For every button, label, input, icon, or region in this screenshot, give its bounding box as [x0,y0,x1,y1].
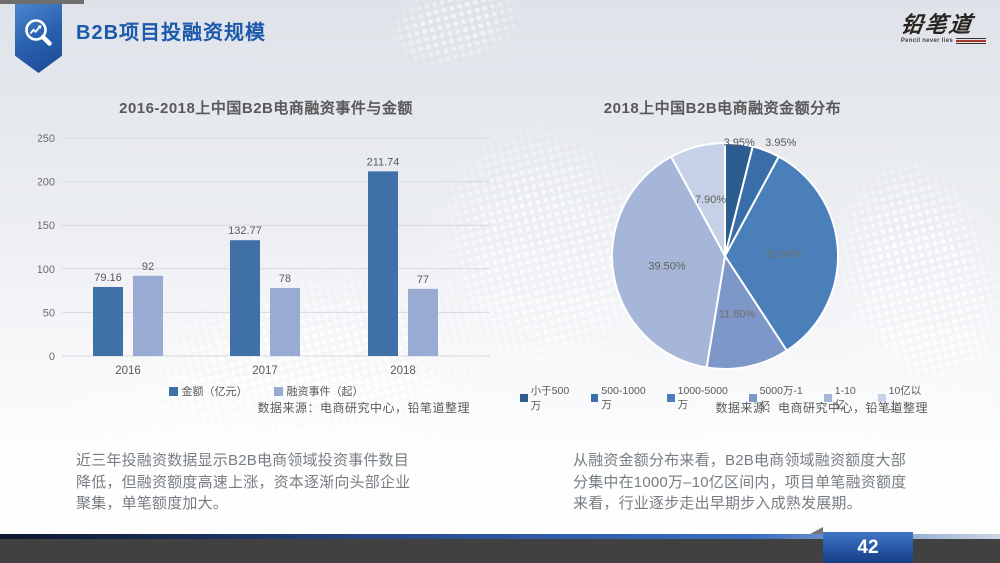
legend-label: 1000-5000万 [677,384,728,411]
legend-item-4: 5000万-1亿 [748,383,811,413]
logo-underline [956,37,986,44]
insight-text-right: 从融资金额分布来看，B2B电商领域融资额度大部 分集中在1000万–10亿区间内… [573,452,907,512]
svg-text:150: 150 [38,220,55,232]
top-accent-bar [0,0,84,4]
svg-text:3.95%: 3.95% [724,137,755,149]
svg-text:0: 0 [49,351,55,363]
bar-chart-panel: 2016-2018上中国B2B电商融资事件与金额 0 50 100 150 200 250… [38,97,494,427]
page-number: 42 [857,537,879,558]
pie-chart-legend: 小于500万 500-1000万 1000-5000万 5000万-1亿 1-1… [520,383,930,413]
svg-text:132.77: 132.77 [228,225,262,237]
bar-chart-canvas: 0 50 100 150 200 250 79.16 92 2016 132.77 78 2017 21… [38,133,490,377]
pie-chart-panel: 2018上中国B2B电商融资金额分布 3.95% 3.95% 32.90% 11.80… [520,97,980,427]
legend-item-1: 小于500万 [520,383,578,413]
magnifier-trend-icon [25,19,52,46]
brand-logo: 铅笔道 Pencil never lies [899,12,986,44]
legend-swatch [520,394,528,402]
legend-item-5: 1-10亿 [824,385,865,412]
svg-text:78: 78 [279,273,291,285]
svg-text:250: 250 [38,133,55,145]
legend-swatch [748,394,757,402]
pie-chart-source: 数据来源：电商研究中心，铅笔道整理 [715,401,928,415]
logo-text: 铅笔道 [899,12,975,37]
svg-text:211.74: 211.74 [367,156,400,168]
bar-chart-title: 2016-2018上中国B2B电商融资事件与金额 [119,100,413,117]
page-title: B2B项目投融资规模 [76,22,267,44]
legend-item-3: 1000-5000万 [666,384,736,412]
legend-swatch [273,386,283,396]
pie-chart-canvas: 3.95% 3.95% 32.90% 11.80% 39.50% 7.90% [611,137,839,370]
legend-label: 融资事件（起） [286,386,364,398]
legend-label: 500-1000万 [601,384,646,411]
svg-text:2018: 2018 [390,365,416,377]
svg-text:200: 200 [38,177,55,189]
svg-text:3.95%: 3.95% [765,137,796,149]
legend-label: 10亿以上 [888,385,922,412]
legend-item-amount: 金额（亿元） [168,383,248,399]
legend-label: 5000万-1亿 [759,385,803,412]
page-fold [810,527,823,534]
pie-chart-title: 2018上中国B2B电商融资金额分布 [603,100,842,117]
svg-text:2016: 2016 [115,365,141,377]
svg-text:11.80%: 11.80% [719,309,756,321]
bar-chart-source: 数据来源：电商研究中心，铅笔道整理 [257,401,470,415]
legend-swatch [168,386,178,396]
svg-text:39.50%: 39.50% [648,261,686,273]
svg-text:32.90%: 32.90% [765,249,803,261]
legend-label: 小于500万 [530,385,570,412]
svg-text:92: 92 [142,261,154,273]
legend-label: 1-10亿 [834,384,856,411]
logo-tagline: Pencil never lies [900,38,953,44]
footer-accent-line [0,534,1000,539]
legend-swatch [877,394,886,402]
svg-text:7.90%: 7.90% [695,194,726,206]
svg-text:50: 50 [43,307,55,319]
svg-text:100: 100 [38,264,55,276]
svg-text:77: 77 [417,274,429,286]
page-number-box: 42 [823,532,913,563]
bar-chart-legend: 金额（亿元） 融资事件（起） [38,383,494,399]
legend-item-events: 融资事件（起） [273,383,364,399]
header-badge [15,4,62,73]
legend-swatch [824,394,832,402]
legend-swatch [666,394,675,402]
dot-map-pattern [371,0,539,87]
svg-text:79.16: 79.16 [94,272,122,284]
svg-text:2017: 2017 [252,365,278,377]
legend-item-6: 10亿以上 [877,383,930,413]
legend-label: 金额（亿元） [181,386,248,398]
legend-item-2: 500-1000万 [590,384,654,412]
legend-swatch [590,394,599,402]
insight-text-left: 近三年投融资数据显示B2B电商领域投资事件数目 降低，但融资额度高速上涨，资本逐… [76,452,411,512]
